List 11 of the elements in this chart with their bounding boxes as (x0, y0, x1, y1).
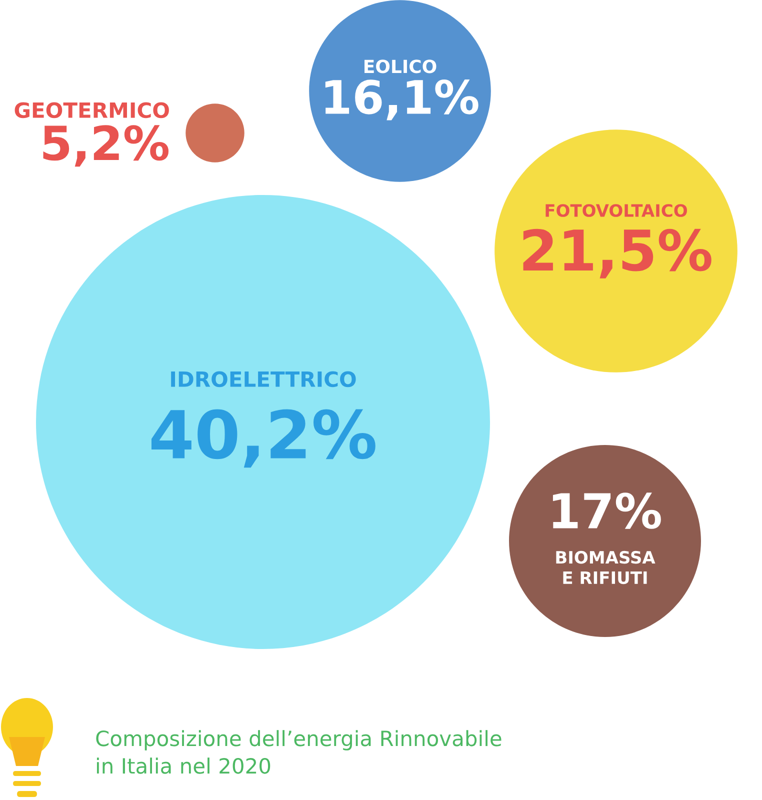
category-label: IDROELETTRICO (171, 371, 356, 388)
category-label: GEOTERMICO (14, 102, 169, 118)
data-label: 16,1% (325, 80, 478, 120)
data-label: 5,2% (43, 125, 169, 167)
data-label: 40,2% (151, 409, 376, 468)
text: Composizione dell’energia Rinnovabile in Italia nel 2020 (96, 730, 502, 774)
data-label: 17% (552, 492, 661, 529)
category-label: BIOMASSA E RIFIUTI (556, 550, 656, 584)
data-label: 21,5% (523, 228, 712, 278)
category-label: EOLICO (364, 60, 436, 74)
category-label: FOTOVOLTAICO (546, 204, 687, 217)
